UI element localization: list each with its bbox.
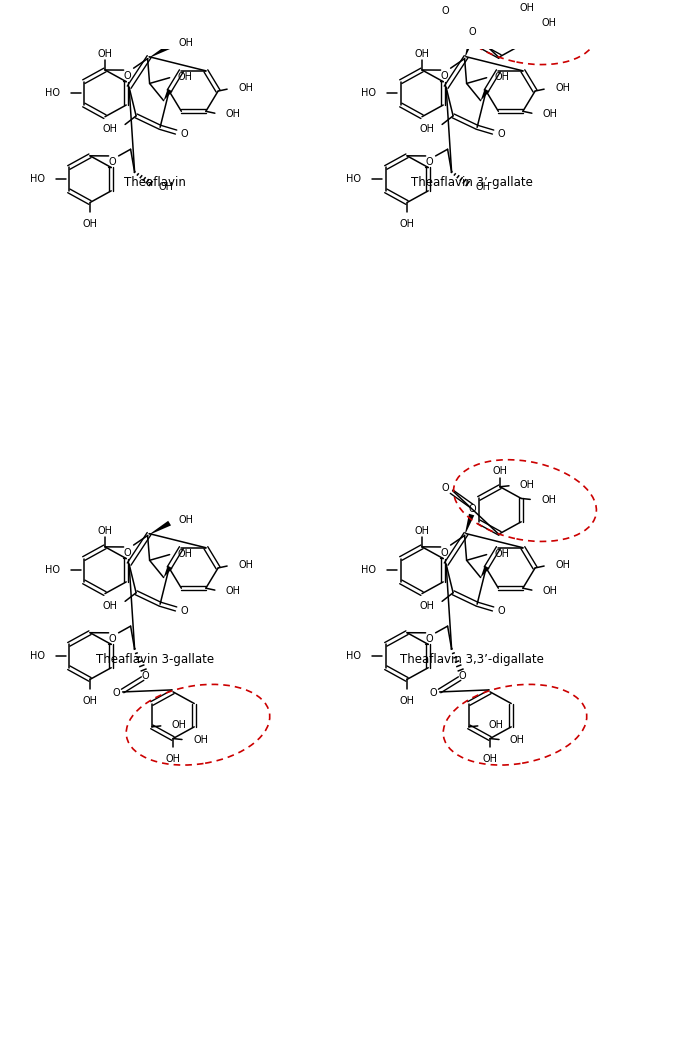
Text: OH: OH xyxy=(166,754,181,764)
Polygon shape xyxy=(163,565,172,578)
Polygon shape xyxy=(481,565,490,578)
Text: O: O xyxy=(440,548,449,558)
Text: OH: OH xyxy=(489,720,504,730)
Text: OH: OH xyxy=(172,720,187,730)
Text: OH: OH xyxy=(399,219,415,229)
Text: OH: OH xyxy=(555,83,570,93)
Text: O: O xyxy=(459,670,466,681)
Polygon shape xyxy=(148,44,171,59)
Text: OH: OH xyxy=(399,695,415,706)
Text: HO: HO xyxy=(29,174,44,185)
Text: HO: HO xyxy=(362,565,376,575)
Text: OH: OH xyxy=(475,183,490,192)
Text: OH: OH xyxy=(510,735,525,746)
Text: O: O xyxy=(442,6,449,16)
Text: OH: OH xyxy=(102,601,117,612)
Text: OH: OH xyxy=(419,124,434,134)
Text: O: O xyxy=(440,70,449,81)
Text: HO: HO xyxy=(347,174,362,185)
Text: OH: OH xyxy=(178,71,193,82)
Text: O: O xyxy=(124,548,131,558)
Text: O: O xyxy=(109,156,116,167)
Text: HO: HO xyxy=(44,88,60,99)
Polygon shape xyxy=(464,37,474,59)
Text: O: O xyxy=(430,688,438,698)
Text: OH: OH xyxy=(555,560,570,570)
Text: O: O xyxy=(113,688,120,698)
Text: O: O xyxy=(124,70,131,81)
Text: OH: OH xyxy=(98,526,112,536)
Text: OH: OH xyxy=(83,695,98,706)
Text: O: O xyxy=(109,634,116,643)
Text: OH: OH xyxy=(159,183,174,192)
Text: O: O xyxy=(426,634,434,643)
Text: OH: OH xyxy=(541,495,556,506)
Text: OH: OH xyxy=(543,586,558,596)
Text: HO: HO xyxy=(44,565,60,575)
Text: OH: OH xyxy=(492,467,508,476)
Text: OH: OH xyxy=(98,48,112,59)
Text: O: O xyxy=(142,670,149,681)
Text: OH: OH xyxy=(482,754,497,764)
Text: OH: OH xyxy=(193,735,208,746)
Text: OH: OH xyxy=(226,109,241,120)
Text: HO: HO xyxy=(29,651,44,661)
Text: OH: OH xyxy=(83,219,98,229)
Text: OH: OH xyxy=(495,549,510,559)
Text: Theaflavin 3’-gallate: Theaflavin 3’-gallate xyxy=(411,176,533,190)
Text: OH: OH xyxy=(179,515,194,526)
Text: OH: OH xyxy=(102,124,117,134)
Text: OH: OH xyxy=(415,526,430,536)
Text: O: O xyxy=(442,483,449,493)
Text: OH: OH xyxy=(178,549,193,559)
Text: OH: OH xyxy=(415,48,430,59)
Text: OH: OH xyxy=(520,3,535,13)
Text: Theaflavin 3-gallate: Theaflavin 3-gallate xyxy=(96,654,214,666)
Text: HO: HO xyxy=(362,88,376,99)
Text: O: O xyxy=(181,606,188,616)
Text: OH: OH xyxy=(543,109,558,120)
Polygon shape xyxy=(464,514,474,536)
Text: O: O xyxy=(181,129,188,138)
Text: OH: OH xyxy=(419,601,434,612)
Text: OH: OH xyxy=(226,586,241,596)
Text: Theaflavin 3,3’-digallate: Theaflavin 3,3’-digallate xyxy=(400,654,544,666)
Text: OH: OH xyxy=(238,83,253,93)
Text: OH: OH xyxy=(541,19,556,28)
Text: HO: HO xyxy=(347,651,362,661)
Text: O: O xyxy=(426,156,434,167)
Text: O: O xyxy=(497,129,505,138)
Polygon shape xyxy=(163,89,172,101)
Text: O: O xyxy=(469,504,477,514)
Text: Theaflavin: Theaflavin xyxy=(124,176,186,190)
Text: OH: OH xyxy=(520,479,535,490)
Text: O: O xyxy=(497,606,505,616)
Text: OH: OH xyxy=(495,71,510,82)
Polygon shape xyxy=(148,520,171,536)
Text: OH: OH xyxy=(238,560,253,570)
Text: OH: OH xyxy=(179,39,194,48)
Text: O: O xyxy=(469,27,477,37)
Polygon shape xyxy=(481,89,490,101)
